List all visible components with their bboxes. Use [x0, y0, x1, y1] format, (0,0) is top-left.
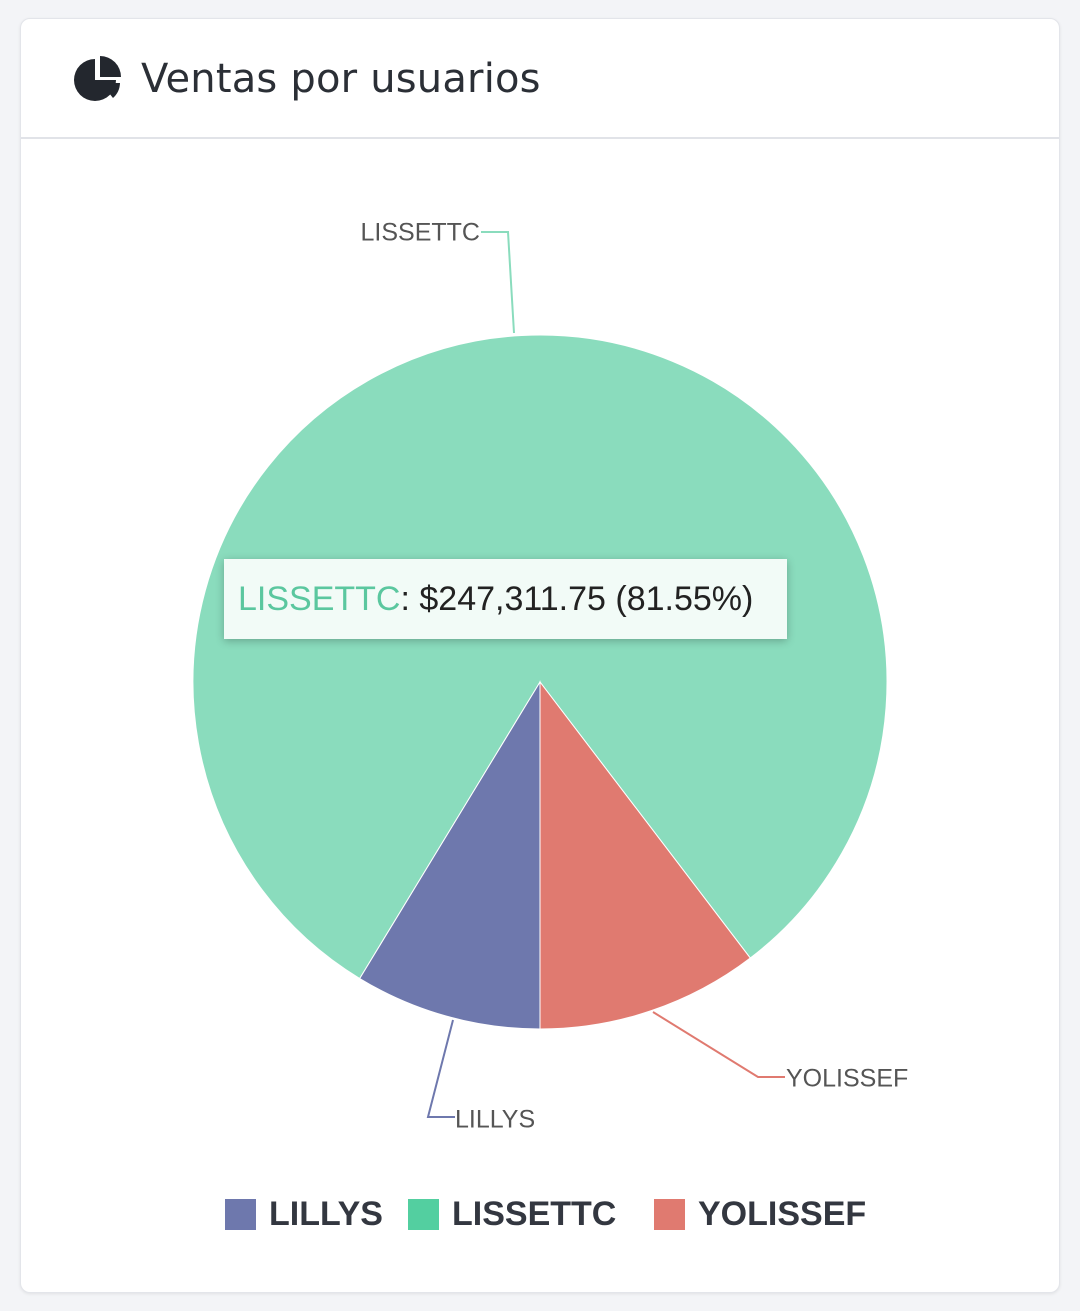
slice-label-lissettc: LISSETTC [361, 219, 480, 247]
legend-swatch [408, 1199, 439, 1230]
tooltip-label: LISSETTC [238, 580, 401, 618]
tooltip-value: : $247,311.75 (81.55%) [400, 580, 754, 618]
chart-legend: LILLYS LISSETTC YOLISSEF [0, 1190, 1080, 1238]
leader-line-lillys [426, 1019, 455, 1118]
legend-label: LISSETTC [452, 1195, 617, 1233]
slice-label-yolissef: YOLISSEF [786, 1065, 908, 1093]
pie-slice-lissettc[interactable] [192, 334, 888, 980]
legend-label: YOLISSEF [698, 1195, 867, 1233]
leader-line-yolissef [652, 1011, 785, 1078]
pie-chart-icon [74, 56, 121, 101]
legend-swatch [654, 1199, 685, 1230]
chart-tooltip: LISSETTC: $247,311.75 (81.55%) [224, 559, 787, 639]
slice-label-lillys: LILLYS [455, 1106, 535, 1134]
pie-slice-lillys[interactable] [359, 680, 541, 1030]
legend-label: LILLYS [269, 1195, 383, 1233]
card-header: Ventas por usuarios [21, 19, 1059, 139]
pie-slice-yolissef[interactable] [539, 680, 751, 1030]
leader-line-lissettc [481, 231, 515, 334]
legend-swatch [225, 1199, 256, 1230]
card-title: Ventas por usuarios [141, 56, 541, 102]
